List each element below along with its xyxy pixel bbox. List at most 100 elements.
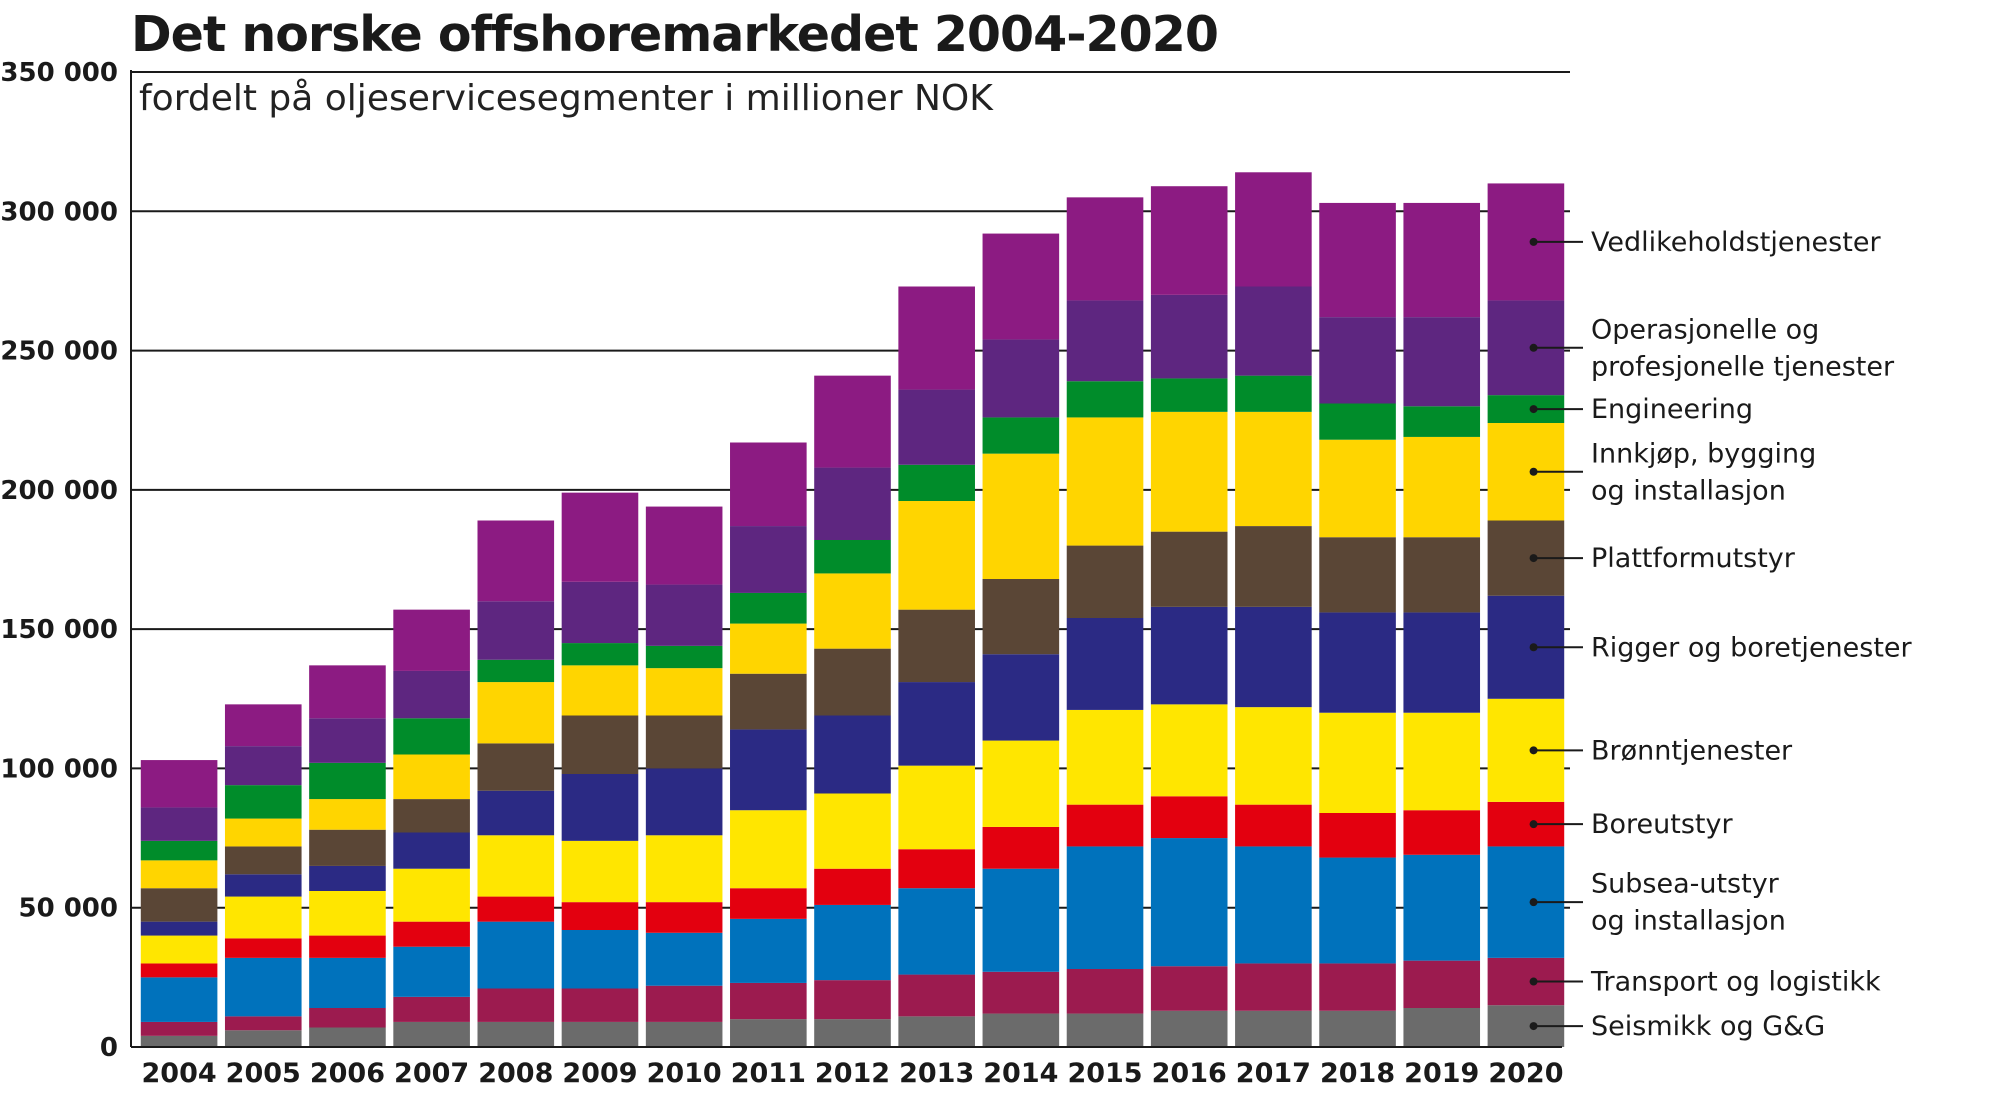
- bar-segment: [730, 592, 807, 624]
- legend-label: og installasjon: [1591, 475, 1786, 506]
- y-axis-ticks: 0 50 000 100 000 150 000 200 000 250 000 300 0…: [0, 58, 118, 1063]
- bar-segment: [477, 988, 555, 1022]
- bar-segment: [309, 865, 386, 891]
- bar-segment: [814, 715, 891, 794]
- bar-segment: [393, 799, 470, 833]
- bar-segment: [982, 339, 1060, 418]
- bar-segment: [1150, 186, 1228, 295]
- bar-segment: [477, 659, 555, 683]
- bar-segment: [1235, 606, 1312, 708]
- bar-segment: [1319, 439, 1396, 538]
- bar-segment: [1235, 375, 1312, 412]
- bar-segment: [224, 746, 302, 786]
- bar-segment: [224, 874, 302, 897]
- bar-segment: [140, 860, 218, 889]
- legend-label: Seismikk og G&G: [1591, 1011, 1825, 1042]
- legend-item: Rigger og boretjenester: [1529, 632, 1913, 663]
- legend-label: Operasjonelle og: [1591, 314, 1819, 345]
- legend-label: Engineering: [1591, 394, 1753, 425]
- bar-segment: [1150, 704, 1228, 797]
- bar-segment: [309, 799, 386, 830]
- legend-label: Plattformutstyr: [1591, 543, 1796, 574]
- bar-segment: [814, 1019, 891, 1047]
- bar-segment: [898, 286, 975, 390]
- x-tick-label: 2011: [731, 1058, 806, 1089]
- bar-segment: [1066, 709, 1144, 805]
- bar-segment: [140, 935, 218, 964]
- y-tick-label: 100 000: [0, 754, 118, 784]
- bar-segment: [477, 790, 555, 836]
- bar-segment: [224, 1030, 302, 1047]
- bar-segment: [1066, 969, 1144, 1014]
- bar-segment: [224, 957, 302, 1017]
- bar-segment: [1066, 1013, 1144, 1047]
- bar-segment: [1235, 707, 1312, 805]
- bar-segment: [982, 740, 1060, 827]
- bar-segment: [477, 1021, 555, 1047]
- bar-segment: [393, 946, 470, 997]
- bar-segment: [898, 609, 975, 683]
- bar-segment: [309, 829, 386, 866]
- x-tick-label: 2013: [899, 1058, 974, 1089]
- legend-label: Vedlikeholdstjenester: [1591, 227, 1881, 258]
- bar-segment: [1150, 294, 1228, 379]
- bar-segment: [730, 623, 807, 674]
- bar-segment: [477, 520, 555, 602]
- y-tick-label: 0: [100, 1033, 118, 1063]
- bar-segment: [1319, 403, 1396, 440]
- bar-segment: [309, 718, 386, 763]
- bar-segment: [224, 938, 302, 958]
- bar-segment: [140, 1035, 218, 1047]
- bar-segment: [224, 896, 302, 939]
- bar-segment: [477, 743, 555, 791]
- bar-segment: [393, 1021, 470, 1047]
- bar-segment: [814, 868, 891, 905]
- legend-item: Innkjøp, bygging og installasjon: [1529, 438, 1816, 506]
- bar-segment: [982, 826, 1060, 869]
- bar-segment: [1319, 857, 1396, 964]
- legend-label: Boreutstyr: [1591, 809, 1733, 840]
- bar-segment: [477, 682, 555, 744]
- bar-segment: [1235, 963, 1312, 1011]
- bar-segment: [561, 643, 639, 666]
- x-axis-ticks: 2004 2005 2006 2007 2008 2009 2010 2011 2012 2013…: [142, 1058, 1564, 1089]
- bar-segment: [309, 891, 386, 936]
- legend-label: profesjonelle tjenester: [1591, 351, 1895, 382]
- bar-segment: [645, 715, 723, 769]
- bar-segment: [309, 957, 386, 1008]
- bar-segment: [1066, 197, 1144, 301]
- bar-segment: [898, 849, 975, 889]
- bar-segment: [1150, 838, 1228, 967]
- bar-segment: [140, 760, 218, 808]
- bar-segment: [477, 921, 555, 989]
- bar-segment: [645, 584, 723, 646]
- bar-segment: [1150, 411, 1228, 532]
- bar-segment: [1235, 411, 1312, 527]
- bar-segment: [561, 665, 639, 716]
- bar-segment: [140, 1021, 218, 1036]
- x-tick-label: 2007: [394, 1058, 469, 1089]
- x-tick-label: 2010: [647, 1058, 722, 1089]
- bar-segment: [224, 785, 302, 819]
- bar-segment: [561, 988, 639, 1022]
- bar-segment: [1403, 1008, 1481, 1047]
- bar-segment: [982, 971, 1060, 1014]
- bar-segment: [814, 648, 891, 716]
- x-tick-label: 2019: [1404, 1058, 1479, 1089]
- bar-segment: [898, 765, 975, 850]
- bar-segment: [1403, 810, 1481, 855]
- legend-item: Brønntjenester: [1529, 735, 1793, 766]
- bar-segment: [1319, 963, 1396, 1011]
- legend-label: Subsea-utstyr: [1591, 869, 1780, 900]
- legend-item: Boreutstyr: [1529, 809, 1733, 840]
- bar-segment: [982, 579, 1060, 655]
- bar-segment: [730, 810, 807, 889]
- x-tick-label: 2017: [1236, 1058, 1311, 1089]
- chart-subtitle: fordelt på oljeservicesegmenter i millio…: [139, 78, 993, 119]
- bar-segment: [561, 930, 639, 989]
- bar-segment: [645, 902, 723, 933]
- bar-segment: [309, 1027, 386, 1047]
- bar-segment: [645, 835, 723, 903]
- legend-item: Vedlikeholdstjenester: [1529, 227, 1881, 258]
